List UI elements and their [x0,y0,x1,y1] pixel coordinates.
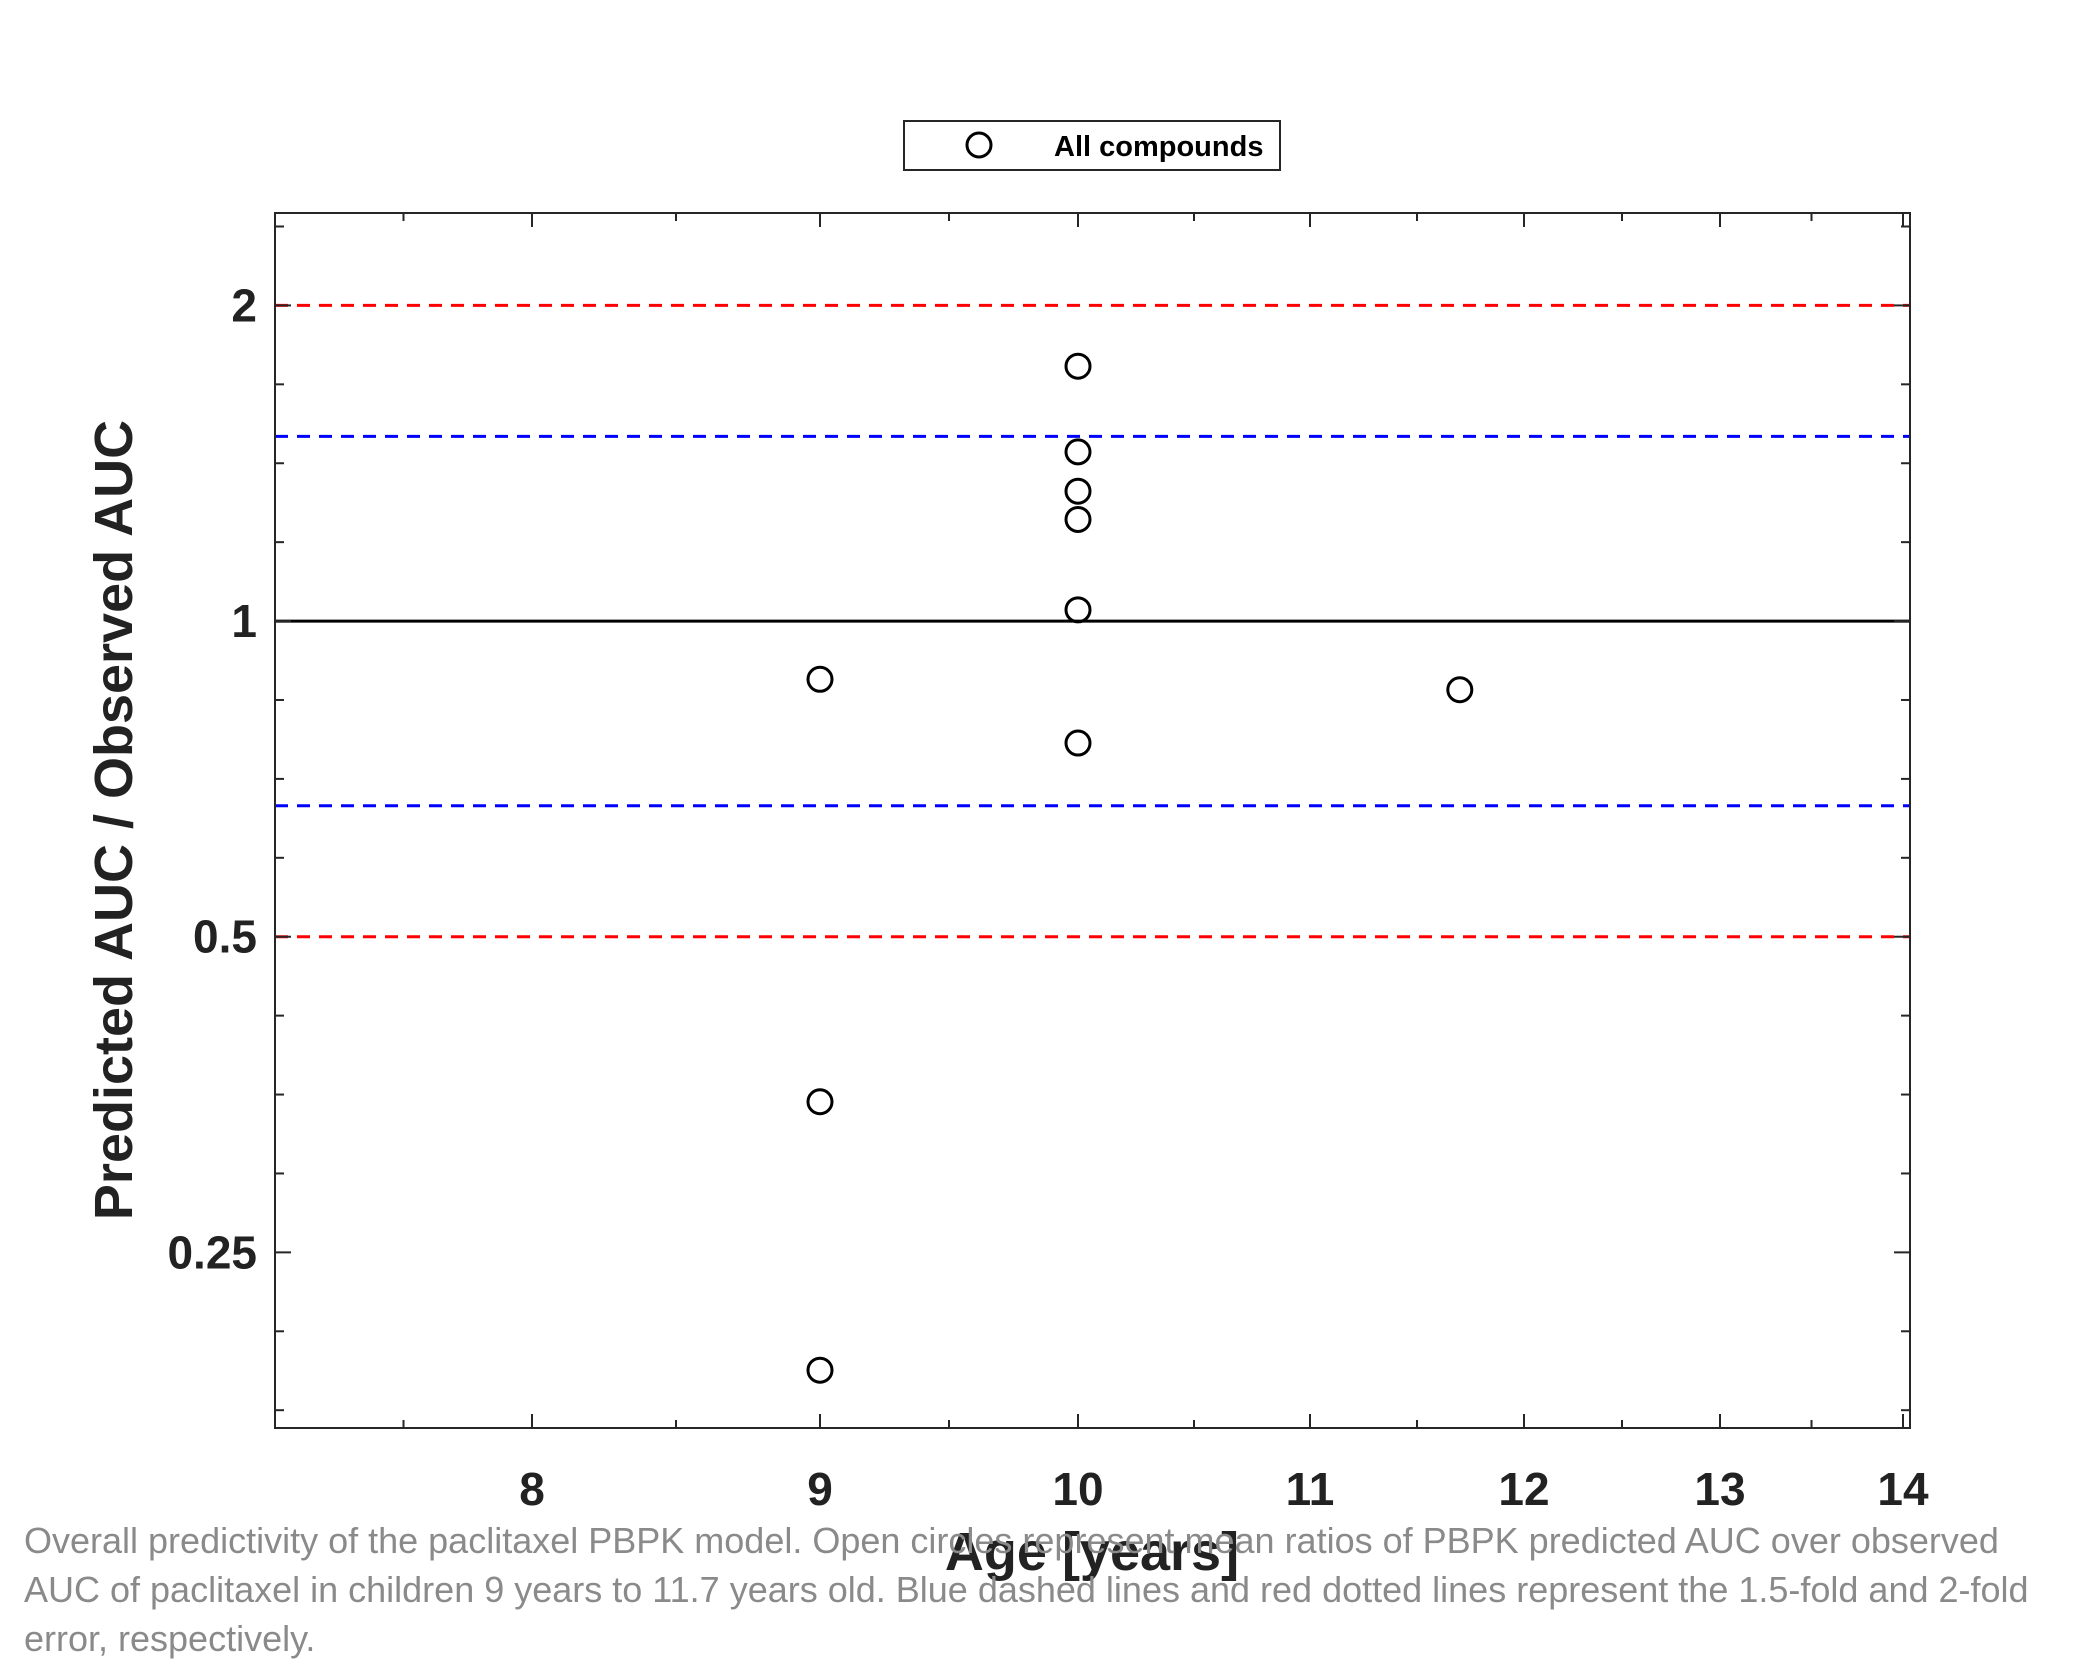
data-point [1064,596,1092,624]
x-axis-title: Age [years] [945,1522,1239,1582]
plot-area-frame [274,212,1911,1429]
y-axis-title: Predicted AUC / Observed AUC [84,420,144,1220]
y-tick-labels: 0.25 0.5 1 2 [167,279,257,1278]
x-tick-label: 13 [1694,1463,1745,1515]
x-tick-label: 11 [1286,1463,1335,1515]
data-point [1064,729,1092,757]
data-point [806,1088,834,1116]
legend-label: All compounds [1054,131,1263,163]
y-tick-label: 2 [231,279,257,331]
axis-ticks [275,213,1910,1428]
data-point [1064,477,1092,505]
legend-marker-icon [965,131,993,159]
y-tick-label: 1 [231,595,257,647]
x-tick-label: 10 [1052,1463,1103,1515]
x-tick-label: 8 [519,1463,545,1515]
data-point [806,665,834,693]
x-tick-label: 12 [1498,1463,1549,1515]
data-point [1064,505,1092,533]
y-tick-label: 0.25 [167,1226,257,1278]
data-point [1064,438,1092,466]
y-tick-label: 0.5 [193,911,257,963]
data-points [806,352,1474,1384]
data-point [1446,676,1474,704]
legend: All compounds [903,120,1281,171]
data-point [806,1356,834,1384]
reference-lines [275,303,1910,939]
data-point [1064,352,1092,380]
figure-caption: Overall predictivity of the paclitaxel P… [24,1520,2029,1659]
x-tick-label: 9 [807,1463,833,1515]
x-tick-labels: 8 9 10 11 12 13 14 [519,1463,1929,1515]
x-tick-label: 14 [1877,1463,1929,1515]
